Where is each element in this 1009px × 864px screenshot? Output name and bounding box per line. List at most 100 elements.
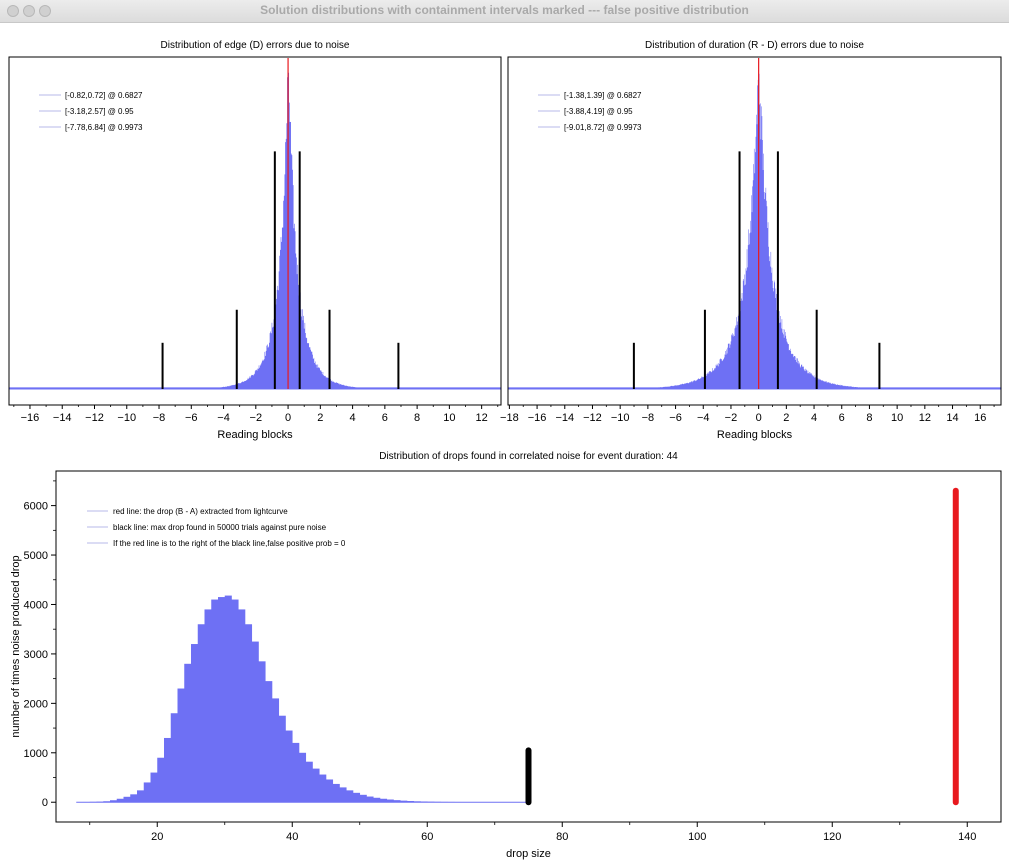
plot-frame [55,470,1002,823]
x-tick-label: 0 [285,412,291,424]
histogram-bar [299,752,307,803]
x-tick-label: 10 [891,412,903,424]
histogram-bar [407,800,415,803]
histogram-bar [359,794,367,803]
legend-entry: red line: the drop (B - A) extracted fro… [113,507,288,516]
x-axis-label: Reading blocks [217,429,293,441]
minimize-window-button[interactable] [23,5,35,17]
x-tick-label: 20 [151,831,163,843]
legend-entry: [-3.18,2.57] @ 0.95 [65,107,134,116]
chart-title: Distribution of drops found in correlate… [379,451,678,462]
x-tick-label: −12 [583,412,602,424]
histogram-bar [380,798,388,803]
histogram-bar [177,688,185,803]
histogram-bar [238,609,246,803]
legend-entry: [-0.82,0.72] @ 0.6827 [65,91,143,100]
x-tick-label: 140 [958,831,976,843]
histogram-bar [204,609,212,803]
x-tick-label: 60 [421,831,433,843]
histogram-bar [346,790,354,803]
x-tick-label: 80 [556,831,568,843]
histogram-bar [292,742,300,803]
histogram-bar [265,681,273,803]
x-axis-label: Reading blocks [717,429,793,441]
x-tick-label: 16 [974,412,986,424]
x-tick-label: −10 [611,412,630,424]
y-tick-label: 1000 [24,748,48,760]
histogram-bar [332,783,340,803]
x-tick-label: 12 [919,412,931,424]
histogram-bar [393,800,401,803]
x-tick-label: −2 [250,412,263,424]
histogram-bar [366,796,374,803]
x-tick-label: −4 [697,412,710,424]
x-tick-label: 14 [946,412,958,424]
x-tick-label: −8 [642,412,655,424]
histogram-bar [170,713,178,803]
x-tick-label: 4 [811,412,817,424]
x-tick-label: −12 [85,412,104,424]
x-tick-label: −2 [725,412,738,424]
y-tick-label: 0 [42,797,48,809]
histogram-bar [150,772,158,803]
histogram-bar [110,800,118,803]
x-tick-label: 12 [476,412,488,424]
histogram-bar [130,794,138,803]
x-tick-label: 6 [839,412,845,424]
histogram-bar [400,800,408,803]
histogram-bar [373,797,381,803]
histogram-bar [251,641,259,803]
x-tick-label: −6 [185,412,198,424]
histogram-bar [285,730,293,803]
legend-entry: [-3.88,4.19] @ 0.95 [564,107,633,116]
close-window-button[interactable] [7,5,19,17]
histogram-bar [218,597,226,803]
histogram-bar [339,787,347,803]
histogram-bar [312,768,320,803]
y-tick-label: 4000 [24,599,48,611]
x-tick-label: 6 [382,412,388,424]
y-tick-label: 2000 [24,698,48,710]
x-tick-label: −16 [21,412,40,424]
histogram-bar [258,661,266,803]
x-tick-label: 8 [866,412,872,424]
x-tick-label: −4 [217,412,230,424]
y-axis-label: number of times noise produced drop [10,555,22,737]
x-tick-label: 100 [688,831,706,843]
x-tick-label: −6 [669,412,682,424]
histogram-bar [211,599,219,803]
x-tick-label: −14 [53,412,72,424]
histogram-bar [116,798,124,803]
x-tick-label: 4 [350,412,356,424]
x-tick-label: −18 [500,412,519,424]
histogram-bar [224,595,232,803]
histogram-bar [353,792,361,803]
window-title: Solution distributions with containment … [260,3,749,17]
histogram-bar [231,599,239,803]
x-tick-label: 2 [783,412,789,424]
x-tick-label: 10 [443,412,455,424]
chart-title: Distribution of edge (D) errors due to n… [161,40,350,51]
x-tick-label: 2 [317,412,323,424]
legend-entry: black line: max drop found in 50000 tria… [113,523,327,532]
histogram-bar [157,757,165,803]
legend-entry: [-1.38,1.39] @ 0.6827 [564,91,642,100]
histogram-bar [123,796,131,803]
x-tick-label: 120 [823,831,841,843]
x-tick-label: −10 [117,412,136,424]
x-tick-label: −8 [153,412,166,424]
zoom-window-button[interactable] [39,5,51,17]
title-bar: Solution distributions with containment … [0,0,1009,23]
x-tick-label: 8 [414,412,420,424]
legend-entry: If the red line is to the right of the b… [113,539,346,548]
y-tick-label: 5000 [24,550,48,562]
histogram-bar [245,624,253,803]
legend-entry: [-9.01,8.72] @ 0.9973 [564,123,642,132]
plot-frame [507,56,1002,406]
x-tick-label: 0 [756,412,762,424]
histogram-bar [143,782,151,803]
histogram-bar [326,779,334,803]
x-tick-label: −14 [555,412,574,424]
histogram-bar [278,715,286,803]
